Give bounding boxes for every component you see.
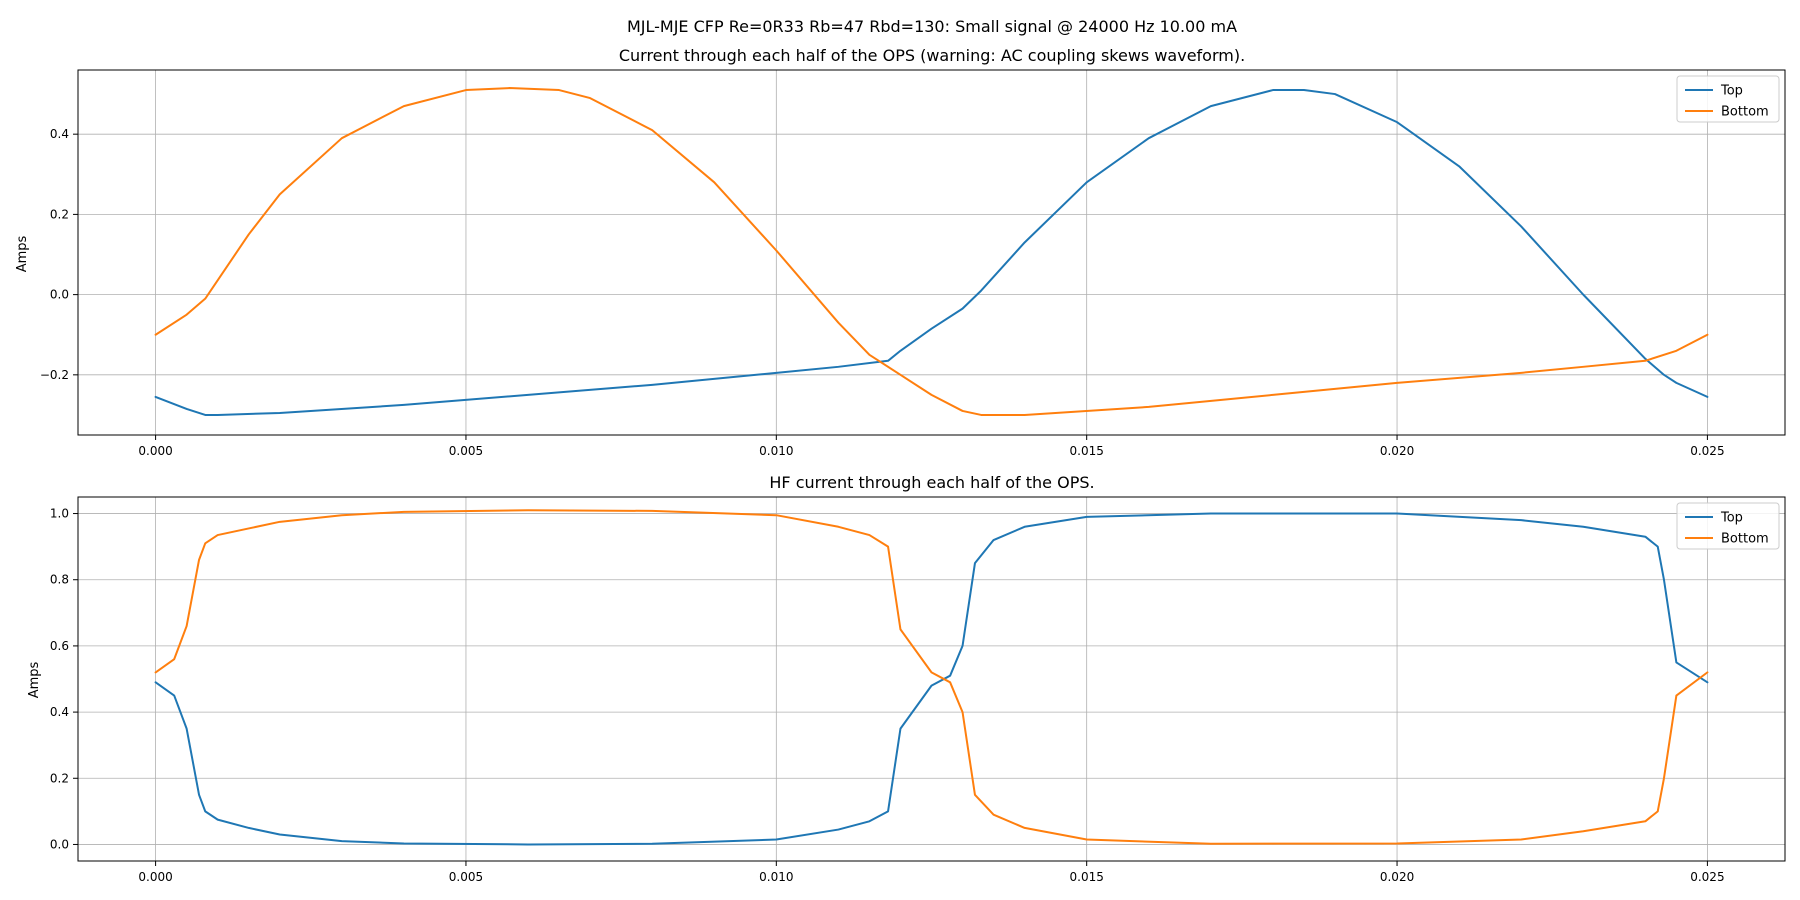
top-series-top-line [154, 89, 1709, 416]
top-ytick-label-3: 0.4 [50, 127, 69, 141]
bottom-ytick-label-2: 0.4 [50, 705, 69, 719]
top-legend: Top Bottom [1676, 75, 1780, 123]
bottom-xtick-label-1: 0.005 [449, 870, 483, 884]
top-xtick-label-5: 0.025 [1690, 444, 1724, 458]
bottom-series-bottom-line [154, 509, 1709, 845]
top-legend-bottom-label: Bottom [1721, 105, 1769, 120]
chart-bottom-ylabel: Amps [27, 661, 42, 698]
top-xtick-label-1: 0.005 [449, 444, 483, 458]
bottom-ytick-label-5: 1.0 [50, 507, 69, 521]
top-xtick-label-0: 0.000 [138, 444, 172, 458]
top-xtick-label-3: 0.015 [1070, 444, 1104, 458]
top-legend-top-label: Top [1720, 84, 1743, 99]
top-axes-frame [77, 69, 1786, 436]
bottom-ytick-label-0: 0.0 [50, 837, 69, 851]
chart-bottom: HF current through each half of the OPS.… [27, 473, 1786, 884]
chart-bottom-title: HF current through each half of the OPS. [769, 473, 1094, 492]
bottom-xtick-label-5: 0.025 [1690, 870, 1724, 884]
bottom-ytick-label-1: 0.2 [50, 771, 69, 785]
figure-suptitle: MJL-MJE CFP Re=0R33 Rb=47 Rbd=130: Small… [627, 17, 1237, 36]
bottom-axes-frame [77, 496, 1786, 862]
bottom-legend: Top Bottom [1676, 502, 1780, 550]
bottom-ytick-label-3: 0.6 [50, 639, 69, 653]
top-ytick-label-1: 0.0 [50, 288, 69, 302]
chart-top-title: Current through each half of the OPS (wa… [619, 46, 1245, 65]
bottom-xtick-label-4: 0.020 [1380, 870, 1414, 884]
bottom-series-top-line [154, 512, 1709, 846]
top-ytick-label-0: −0.2 [40, 368, 69, 382]
chart-top-ylabel: Amps [15, 235, 30, 272]
bottom-xtick-label-0: 0.000 [138, 870, 172, 884]
bottom-ytick-label-4: 0.8 [50, 573, 69, 587]
top-ytick-label-2: 0.2 [50, 207, 69, 221]
top-series-bottom-line [154, 87, 1709, 416]
top-xtick-label-2: 0.010 [759, 444, 793, 458]
bottom-xtick-label-2: 0.010 [759, 870, 793, 884]
bottom-xtick-label-3: 0.015 [1070, 870, 1104, 884]
chart-top: Current through each half of the OPS (wa… [15, 46, 1786, 458]
bottom-legend-top-label: Top [1720, 511, 1743, 526]
bottom-legend-bottom-label: Bottom [1721, 532, 1769, 547]
top-xtick-label-4: 0.020 [1380, 444, 1414, 458]
